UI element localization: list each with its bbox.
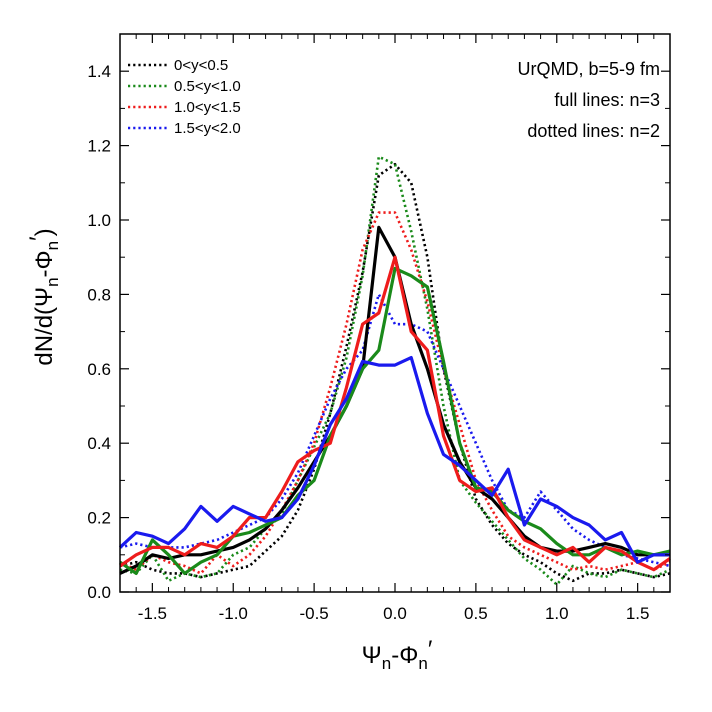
- series-solid-5: [119, 266, 671, 575]
- annotation-box: UrQMD, b=5-9 fm full lines: n=3 dotted l…: [517, 59, 660, 141]
- y-axis-title: dN/d(Ψn-Φn′): [25, 228, 62, 365]
- series-solid-6: [119, 255, 671, 572]
- y-tick-label: 0.0: [87, 583, 111, 602]
- y-tick-label: 1.4: [87, 62, 111, 81]
- y-tick-label: 0.4: [87, 434, 111, 453]
- series-dotted-2: [119, 211, 671, 575]
- x-tick-label: -1.5: [138, 604, 167, 623]
- x-tick-label: -1.0: [219, 604, 248, 623]
- y-tick-label: 1.0: [87, 211, 111, 230]
- x-tick-label: 0.5: [464, 604, 488, 623]
- annotation-full-lines: full lines: n=3: [554, 90, 660, 110]
- annotation-dotted-lines: dotted lines: n=2: [527, 121, 660, 141]
- legend-label: 0.5<y<1.0: [174, 78, 241, 95]
- axis-ticks: [120, 34, 670, 593]
- legend: 0<y<0.5 0.5<y<1.0 1.0<y<1.5 1.5<y<2.0: [128, 57, 241, 137]
- legend-label: 1.5<y<2.0: [174, 120, 241, 137]
- y-tick-label: 0.8: [87, 285, 111, 304]
- annotation-model: UrQMD, b=5-9 fm: [517, 59, 660, 79]
- legend-label: 0<y<0.5: [174, 57, 228, 74]
- y-tick-label: 0.2: [87, 509, 111, 528]
- y-tick-label: 1.2: [87, 137, 111, 156]
- y-tick-label: 0.6: [87, 360, 111, 379]
- x-tick-label: 1.0: [545, 604, 569, 623]
- x-tick-label: 0.0: [383, 604, 407, 623]
- series-dotted-0: [119, 162, 671, 583]
- x-axis-title: Ψn-Φn′: [362, 636, 433, 673]
- x-tick-label: 1.5: [626, 604, 650, 623]
- series-solid-7: [118, 356, 670, 564]
- plot-lines: [118, 155, 671, 586]
- tick-labels: -1.5 -1.0 -0.5 0.0 0.5 1.0 1.5 0.0 0.2 0.4 0.6 0.8 1…: [87, 62, 649, 623]
- x-tick-label: -0.5: [299, 604, 328, 623]
- legend-label: 1.0<y<1.5: [174, 99, 241, 116]
